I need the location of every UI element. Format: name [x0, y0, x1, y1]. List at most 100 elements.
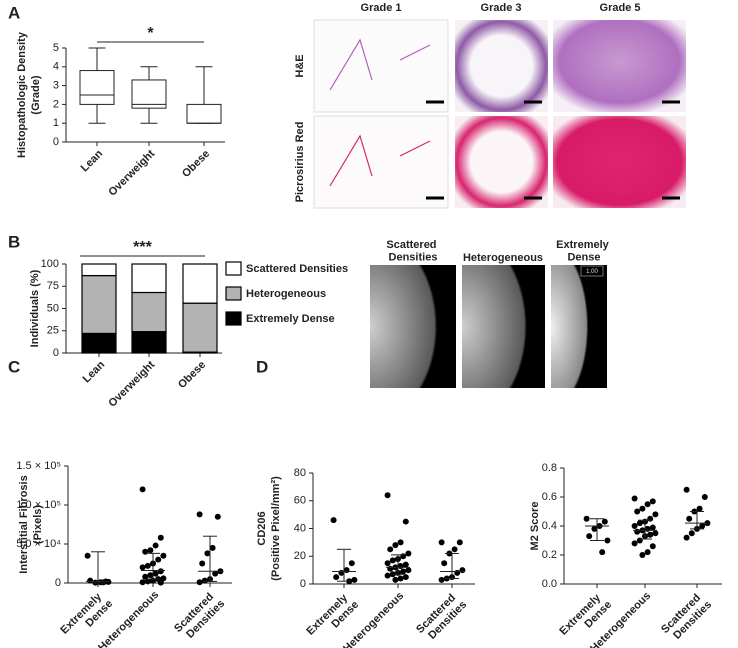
mammogram-image: [551, 265, 607, 388]
x-tick-label: Lean: [81, 359, 108, 386]
data-point: [647, 515, 654, 522]
data-point: [405, 567, 412, 574]
legend-swatch: [225, 311, 242, 326]
y-tick-label: 0.8: [542, 462, 557, 474]
y-tick-label: 40: [294, 522, 306, 534]
x-tick-label: Overweight: [106, 147, 157, 198]
bar-segment: [81, 263, 117, 277]
data-point: [87, 577, 94, 584]
histology-image: [553, 20, 686, 112]
data-point: [144, 578, 151, 585]
data-point: [586, 533, 593, 540]
data-point: [644, 549, 651, 556]
data-point: [333, 574, 340, 581]
legend-label: Extremely Dense: [246, 313, 335, 325]
data-point: [152, 542, 159, 549]
data-point: [139, 486, 146, 493]
scale-bars: [426, 100, 680, 200]
data-point: [84, 552, 91, 559]
panel-label: C: [8, 357, 20, 376]
box: [131, 79, 167, 109]
y-tick-label: 5.0 × 10⁴: [16, 538, 61, 550]
data-point: [147, 572, 154, 579]
data-point: [639, 505, 646, 512]
bar-segment: [131, 263, 167, 294]
data-point: [384, 572, 391, 579]
data-point: [400, 553, 407, 560]
y-tick-label: 100: [41, 258, 59, 270]
data-point: [631, 523, 638, 529]
legend-label: Scattered Densities: [246, 263, 348, 275]
data-point: [142, 573, 149, 580]
y-axis-label: Individuals (%): [29, 269, 41, 347]
data-point: [649, 524, 656, 531]
y-axis-label: (Pixels): [32, 505, 44, 544]
histology-image: [455, 20, 548, 112]
data-point: [591, 525, 598, 532]
y-axis-label: M2 Score: [529, 502, 541, 551]
data-point: [441, 560, 448, 567]
box: [186, 103, 222, 124]
data-point: [147, 547, 154, 554]
y-tick-label: 1.0 × 10⁵: [16, 499, 61, 511]
histology-image: [553, 116, 686, 208]
data-point: [639, 552, 646, 558]
data-point: [387, 546, 394, 553]
legend-swatch: [225, 261, 242, 276]
y-tick-label: 80: [294, 467, 306, 479]
y-tick-label: 0.2: [542, 549, 557, 561]
data-point: [402, 518, 409, 525]
y-axis-label: Histopathologic Density: [16, 31, 28, 158]
data-point: [100, 579, 107, 586]
legend-label: Heterogeneous: [246, 288, 326, 300]
bar-segment: [182, 302, 218, 353]
histology-detail: [329, 134, 431, 187]
histology-detail: [329, 38, 431, 91]
data-point: [348, 560, 355, 567]
histology: Grade 1 Grade 3 Grade 5 H&E Picrosirius …: [294, 2, 686, 209]
histology-image: [313, 115, 449, 209]
y-tick-label: 60: [294, 495, 306, 507]
data-point: [451, 546, 458, 553]
column-header: Extremely Dense: [556, 239, 612, 264]
bar-segment: [81, 274, 117, 335]
data-point: [392, 576, 399, 583]
mammograms: 1.00 Scattered Densities Heterogeneous E…: [370, 239, 612, 388]
data-point: [196, 511, 203, 518]
data-point: [601, 518, 608, 525]
y-tick-label: 2: [53, 98, 59, 110]
y-tick-label: 75: [47, 280, 59, 292]
y-tick-label: 1.5 × 10⁵: [16, 460, 61, 472]
legend-swatch: [225, 286, 242, 301]
data-point: [387, 565, 394, 572]
data-point: [405, 550, 412, 557]
data-point: [139, 564, 146, 571]
data-point: [204, 550, 211, 557]
x-tick-group: Scattered Densities: [414, 590, 469, 642]
chart: 0 1 2 3 4 5 Histopathologic Density (Grade) Lean…: [16, 25, 225, 199]
data-point: [438, 539, 445, 546]
x-tick-group: Lean: [79, 148, 106, 175]
data-point: [389, 557, 396, 564]
data-point: [351, 576, 358, 583]
data-point: [701, 494, 708, 500]
x-tick-label: Obese: [176, 359, 208, 391]
mammogram-image: [462, 265, 545, 388]
y-tick-label: 20: [294, 550, 306, 562]
panel-label: A: [8, 3, 20, 22]
data-point: [400, 568, 407, 575]
data-point: [402, 561, 409, 568]
data-point: [209, 544, 216, 551]
data-point: [649, 498, 656, 505]
significance-label: ***: [133, 239, 152, 256]
y-tick-label: 0.4: [542, 520, 557, 532]
x-tick-group: Obese: [180, 148, 212, 180]
mammogram-image: [370, 265, 456, 388]
data-point: [330, 517, 337, 524]
significance-label: *: [147, 25, 154, 42]
data-point: [157, 568, 164, 575]
box: [79, 70, 115, 105]
